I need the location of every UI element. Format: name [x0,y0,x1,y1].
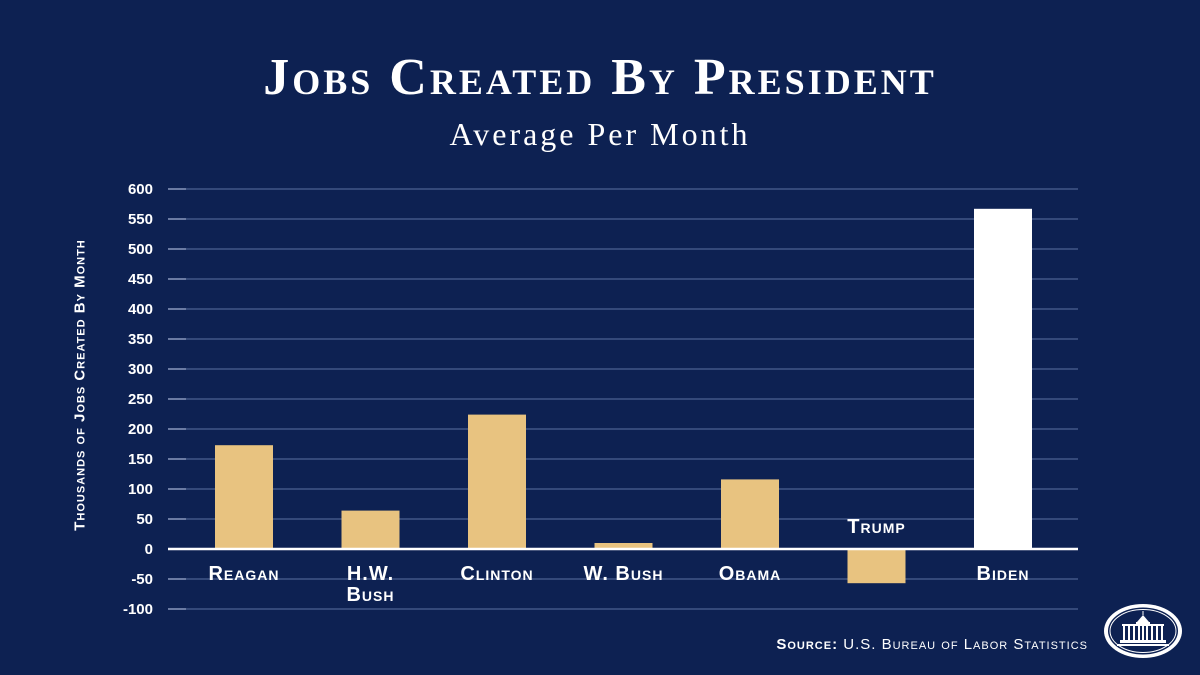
y-tick-label: 200 [128,421,153,438]
bar [847,549,906,584]
y-tick-label: 550 [128,211,153,228]
bar [215,445,273,549]
y-tick-label: 450 [128,271,153,288]
category-label: Clinton [460,563,533,585]
category-label: W. Bush [584,563,664,585]
source-label: Source: [776,636,839,653]
category-label: Trump [847,516,905,538]
y-tick-label: 250 [128,391,153,408]
bar [594,543,653,549]
bar [468,414,526,549]
bar [341,510,400,549]
y-tick-label: 150 [128,451,153,468]
white-house-icon [1104,604,1182,658]
source-note: Source: U.S. Bureau of Labor Statistics [776,636,1088,653]
y-tick-label: 0 [145,541,153,558]
y-tick-label: 350 [128,331,153,348]
category-label: H.W. [347,563,394,585]
y-tick-label: 100 [128,481,153,498]
y-tick-label: 500 [128,241,153,258]
chart-subtitle: Average Per Month [449,116,751,152]
category-label: Biden [977,563,1030,585]
category-label: Reagan [208,563,279,585]
bar [721,479,779,549]
y-tick-label: 400 [128,301,153,318]
y-tick-label: 50 [136,511,153,528]
y-tick-label: 300 [128,361,153,378]
source-text: U.S. Bureau of Labor Statistics [843,636,1088,653]
y-tick-label: -100 [123,601,153,618]
category-label: Obama [719,563,782,585]
bar [974,208,1032,550]
y-tick-label: 600 [128,181,153,198]
category-label: Bush [346,584,394,606]
y-tick-label: -50 [131,571,153,588]
chart-title: Jobs Created By President [263,49,937,106]
